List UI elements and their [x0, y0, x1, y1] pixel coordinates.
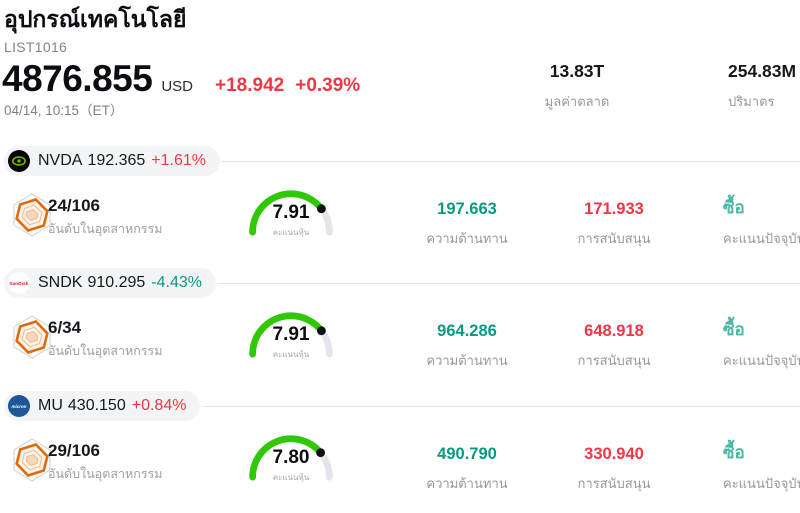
row-divider [222, 160, 800, 162]
resistance-label: ความต้านทาน [426, 353, 508, 368]
resistance-label: ความต้านทาน [426, 476, 508, 491]
stock-score-label: คะแนนหุ้น [272, 228, 310, 237]
ticker-change: +1.61% [151, 152, 207, 169]
row-divider [202, 405, 800, 407]
stat-volume: 254.83M ปริมาตร [728, 61, 800, 112]
buy-signal: ซื้อ [723, 198, 745, 217]
support-column: 171.933 การสนับสนุน [534, 200, 694, 249]
support-value: 648.918 [584, 322, 644, 340]
resistance-column: 197.663 ความต้านทาน [387, 200, 547, 249]
resistance-column: 490.790 ความต้านทาน [387, 445, 547, 494]
industry-rank-value: 29/106 [48, 441, 100, 460]
ticker-and-price: MU 430.150 +0.84% [38, 397, 187, 414]
stock-score-label: คะแนนหุ้น [272, 350, 310, 359]
row-divider [218, 282, 800, 284]
resistance-column: 964.286 ความต้านทาน [387, 322, 547, 371]
resistance-label: ความต้านทาน [426, 231, 508, 246]
row-header: micron MU 430.150 +0.84% [4, 391, 800, 421]
support-value: 171.933 [584, 200, 644, 218]
industry-rank-label: อันดับในอุตสาหกรรม [48, 467, 163, 481]
score-gauge [249, 190, 333, 236]
resistance-value: 490.790 [437, 445, 497, 463]
volume-value: 254.83M [728, 61, 797, 81]
market-cap-label: มูลค่าตลาด [544, 94, 610, 109]
volume-label: ปริมาตร [728, 94, 775, 109]
support-label: การสนับสนุน [577, 476, 651, 491]
micron-logo-icon: micron [8, 395, 30, 417]
support-column: 648.918 การสนับสนุน [534, 322, 694, 371]
resistance-value: 197.663 [437, 200, 497, 218]
row-header: NVDA 192.365 +1.61% [4, 146, 800, 176]
change-absolute: +18.942 [215, 75, 285, 96]
change-percent: +0.39% [295, 75, 361, 96]
buy-signal-label: คะแนนปัจจุบัน [723, 353, 800, 368]
stock-score-value: 7.91 [272, 324, 310, 345]
stock-pill-mu[interactable]: micron MU 430.150 +0.84% [4, 391, 201, 421]
stock-pill-sndk[interactable]: SanDisk SNDK 910.295 -4.43% [4, 268, 216, 298]
buy-signal-label: คะแนนปัจจุบัน [723, 476, 800, 491]
index-price: 4876.855 [2, 58, 153, 99]
support-label: การสนับสนุน [577, 353, 651, 368]
gauge-marker-dot [316, 204, 326, 214]
stock-score-label: คะแนนหุ้น [272, 473, 310, 482]
ticker-and-price: SNDK 910.295 -4.43% [38, 274, 202, 291]
buy-signal: ซื้อ [723, 320, 745, 339]
row-header: SanDisk SNDK 910.295 -4.43% [4, 268, 800, 298]
score-gauge [249, 435, 333, 481]
industry-rank-badge-icon [13, 315, 51, 359]
sandisk-logo-icon: SanDisk [8, 272, 30, 294]
ticker-change: -4.43% [151, 274, 202, 291]
industry-rank-label: อันดับในอุตสาหกรรม [48, 222, 163, 236]
stock-pill-nvda[interactable]: NVDA 192.365 +1.61% [4, 146, 221, 176]
buy-signal: ซื้อ [723, 443, 745, 462]
nvidia-logo-icon [8, 150, 30, 172]
industry-rank-value: 24/106 [48, 196, 100, 215]
gauge-marker-dot [316, 448, 326, 458]
stock-score-value: 7.80 [272, 447, 310, 468]
industry-rank-label: อันดับในอุตสาหกรรม [48, 344, 163, 358]
market-cap-value: 13.83T [549, 61, 605, 81]
industry-rank-value: 6/34 [48, 318, 82, 337]
price-row: 4876.855 USD +18.942 +0.39% [2, 58, 360, 100]
page-title: อุปกรณ์เทคโนโลยี [4, 6, 187, 32]
industry-rank-badge-icon [13, 438, 51, 482]
buy-signal-label: คะแนนปัจจุบัน [723, 231, 800, 246]
currency-label: USD [161, 78, 193, 95]
stock-row-nvda: NVDA 192.365 +1.61% 24/106 อันดับในอุตสาหก… [0, 146, 800, 268]
gauge-marker-dot [316, 326, 326, 336]
list-symbol: LIST1016 [4, 39, 68, 55]
stat-market-cap: 13.83T มูลค่าตลาด [520, 61, 634, 112]
industry-rank-badge-icon [13, 193, 51, 237]
support-label: การสนับสนุน [577, 231, 651, 246]
ticker-and-price: NVDA 192.365 +1.61% [38, 152, 207, 169]
resistance-value: 964.286 [437, 322, 497, 340]
score-gauge [249, 312, 333, 358]
support-value: 330.940 [584, 445, 644, 463]
stock-row-mu: micron MU 430.150 +0.84% 29/106 อันดับในอุ… [0, 391, 800, 513]
timestamp: 04/14, 10:15（ET） [4, 103, 124, 118]
stock-row-sndk: SanDisk SNDK 910.295 -4.43% 6/34 อันดับในอ… [0, 268, 800, 390]
support-column: 330.940 การสนับสนุน [534, 445, 694, 494]
stock-score-value: 7.91 [272, 202, 310, 223]
ticker-change: +0.84% [131, 397, 187, 414]
